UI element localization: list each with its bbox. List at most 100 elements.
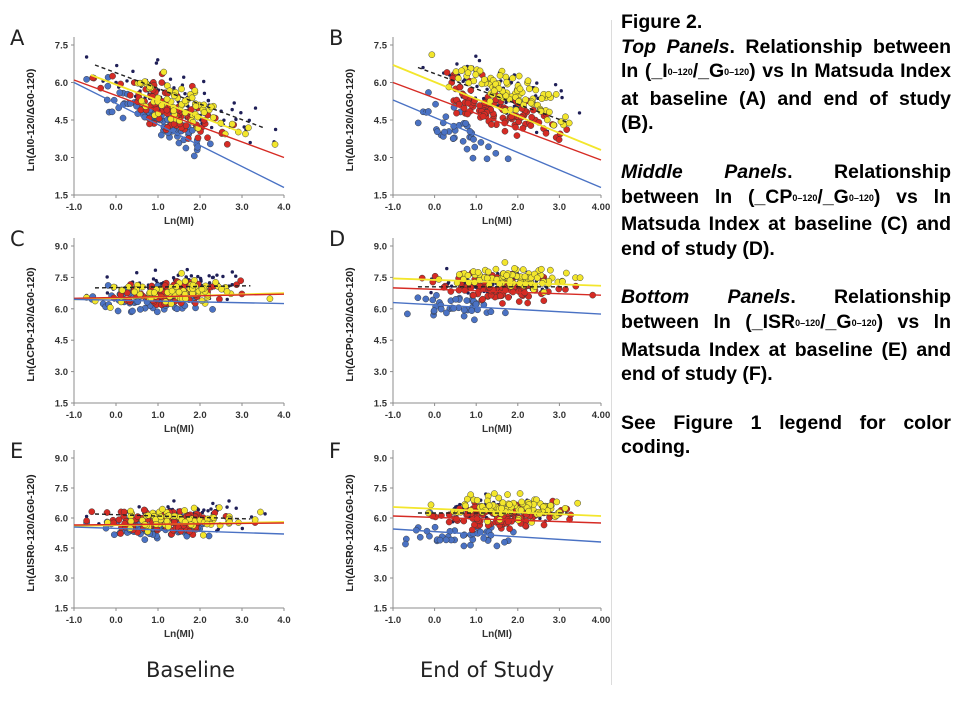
x-tick-label: 3.0 [235, 615, 248, 626]
caption-top-heading: Top Panels [621, 35, 730, 58]
fit-line-red [73, 522, 285, 526]
fit-line-blue [73, 298, 285, 305]
y-axis-label: Ln(ΔISR0-120/ΔG0-120) [25, 474, 37, 591]
point-blue [104, 82, 112, 90]
panel-letter-c: C [10, 227, 25, 251]
point-blue [460, 542, 468, 550]
point-blue [153, 308, 161, 316]
point-navy [184, 275, 188, 279]
y-tick-label: 4.5 [374, 544, 388, 555]
fit-line-red [392, 515, 602, 524]
point-yellow [189, 281, 197, 289]
panel-letter-a: A [10, 26, 25, 50]
point-yellow [168, 287, 176, 295]
point-blue [471, 316, 478, 324]
point-red [120, 508, 128, 516]
point-blue [483, 155, 491, 163]
point-navy [154, 61, 159, 65]
x-tick-label: 2.0 [511, 202, 524, 213]
point-navy [225, 505, 229, 509]
fit-line-yellow [392, 277, 602, 287]
x-tick-label: 0.0 [428, 615, 441, 626]
figure-caption: Figure 2. Top Panels. Relationship betwe… [621, 10, 951, 460]
y-tick-label: 4.5 [55, 544, 69, 555]
point-yellow [454, 75, 462, 82]
point-navy [577, 111, 582, 115]
point-red [223, 140, 231, 148]
point-blue [430, 307, 438, 314]
fit-line-blue [392, 528, 602, 543]
figure-panels: A 1.5 3.0 4.5 6.0 7.5 -1.0 0.0 1.0 2.0 3.0 4.0 Ln(MI… [10, 26, 610, 640]
point-yellow [245, 124, 252, 132]
fit-line-blue [392, 301, 602, 315]
point-navy [209, 507, 213, 511]
point-red [237, 277, 245, 285]
point-navy [227, 499, 231, 503]
x-tick-label: 2.0 [193, 615, 206, 626]
point-yellow [209, 114, 217, 121]
point-yellow [496, 72, 504, 79]
fit-line-red [73, 79, 285, 159]
point-yellow [515, 98, 522, 105]
point-red [540, 521, 548, 529]
point-navy [559, 89, 563, 93]
y-tick-label: 6.0 [374, 78, 387, 89]
point-blue [504, 155, 512, 163]
point-yellow [178, 269, 185, 277]
fit-line-blue [73, 526, 285, 535]
point-yellow [271, 141, 279, 148]
x-tick-label: 1.0 [151, 410, 164, 421]
point-navy [105, 275, 109, 279]
point-blue [449, 135, 457, 142]
point-navy [196, 507, 201, 512]
point-red [456, 83, 464, 91]
point-yellow [473, 496, 481, 504]
point-navy [172, 86, 176, 90]
point-navy [534, 130, 539, 135]
point-yellow [455, 271, 463, 278]
y-axis-label: Ln(ΔCP0-120/ΔG0-120) [344, 267, 356, 381]
column-label-end-of-study: End of Study [420, 658, 555, 682]
caption-middle-heading: Middle Panels [621, 160, 788, 183]
point-yellow [242, 130, 249, 138]
point-blue [182, 144, 190, 152]
y-tick-label: 1.5 [374, 399, 388, 410]
point-yellow [485, 502, 493, 509]
point-red [191, 299, 199, 307]
point-yellow [544, 116, 551, 124]
point-navy [185, 267, 189, 272]
point-navy [504, 100, 508, 105]
point-blue [205, 532, 213, 540]
point-yellow [495, 494, 503, 502]
point-red [115, 516, 123, 524]
point-yellow [519, 266, 527, 273]
point-red [540, 297, 548, 305]
point-yellow [553, 498, 561, 506]
point-yellow [464, 495, 471, 503]
point-blue [469, 154, 477, 162]
y-axis-label: Ln(ΔISR0-120/ΔG0-120) [344, 474, 356, 591]
point-yellow [574, 499, 581, 507]
x-axis-label: Ln(MI) [164, 216, 194, 227]
x-tick-label: -1.0 [66, 410, 82, 421]
point-red [527, 122, 535, 129]
point-navy [263, 512, 267, 516]
x-tick-label: 4.0 [277, 615, 290, 626]
point-yellow [178, 85, 185, 93]
point-yellow [198, 297, 206, 305]
point-yellow [474, 269, 482, 276]
x-tick-label: 2.0 [193, 202, 206, 213]
point-blue [414, 119, 422, 127]
point-yellow [192, 102, 200, 110]
x-tick-label: 0.0 [428, 202, 441, 213]
point-red [464, 99, 472, 107]
x-tick-label: 4.0 [277, 202, 290, 213]
x-axis-label: Ln(MI) [482, 424, 512, 435]
fit-line-navy [417, 66, 568, 124]
point-blue [442, 536, 450, 544]
point-navy [553, 82, 558, 87]
point-blue [501, 538, 508, 546]
point-yellow [492, 265, 500, 273]
point-yellow [511, 265, 518, 272]
fit-line-red [392, 287, 602, 296]
